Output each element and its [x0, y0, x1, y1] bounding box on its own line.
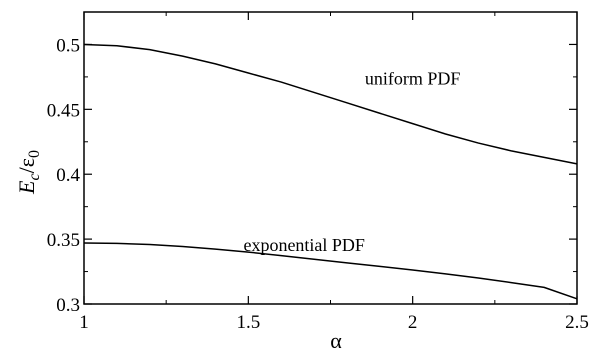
y-axis-title-sub1: c — [26, 173, 43, 180]
y-axis-title: Ec/ε0 — [14, 150, 43, 195]
annotation-uniform: uniform PDF — [365, 69, 461, 89]
x-tick-label: 1 — [79, 312, 89, 333]
x-tick-label: 2 — [408, 312, 418, 333]
plot-area — [83, 11, 578, 305]
y-axis-title-main: E — [14, 180, 39, 195]
y-axis-title-sub2: 0 — [26, 150, 43, 158]
y-tick-label: 0.4 — [56, 165, 80, 186]
y-axis-title-denom: ε — [14, 158, 39, 167]
x-axis-ticks: 1 1.5 2 2.5 — [79, 12, 589, 333]
annotation-group: uniform PDF exponential PDF — [243, 69, 460, 255]
series-line-exponential — [83, 242, 578, 300]
y-axis-title-slash: / — [14, 166, 39, 173]
x-tick-label: 1.5 — [236, 312, 260, 333]
series-line-uniform — [83, 43, 578, 165]
annotation-exponential: exponential PDF — [243, 235, 365, 255]
x-tick-label: 2.5 — [565, 312, 589, 333]
y-axis-ticks: 0.3 0.35 0.4 0.45 0.5 — [47, 11, 577, 316]
y-tick-label: 0.3 — [56, 295, 80, 316]
y-tick-label: 0.5 — [56, 35, 80, 56]
plot-frame — [83, 11, 578, 305]
series-group — [83, 43, 578, 300]
y-tick-label: 0.45 — [47, 100, 80, 121]
x-axis-title: α — [330, 328, 342, 353]
y-tick-label: 0.35 — [47, 230, 80, 251]
